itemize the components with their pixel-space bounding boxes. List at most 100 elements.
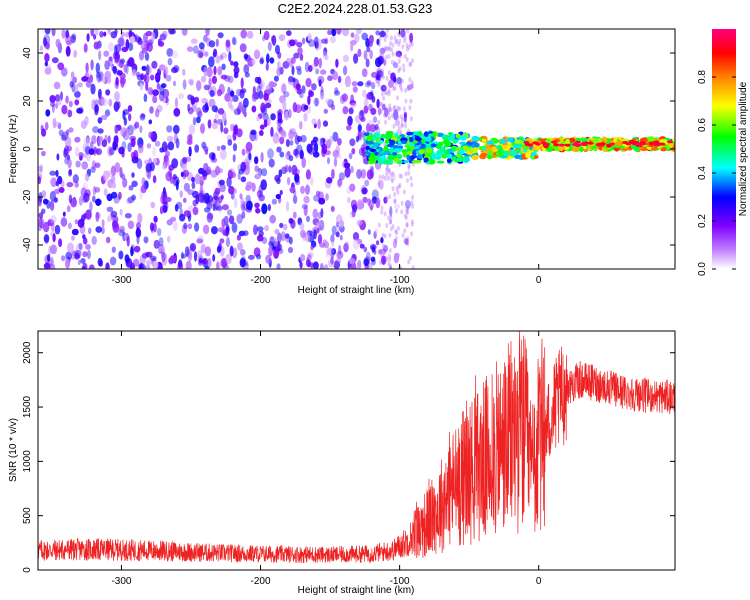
spectrogram-cell [47,64,52,71]
spectrogram-cell [334,225,341,232]
spectrogram-cell [292,211,297,219]
spectrogram-cell [534,142,541,146]
spectrogram-cell [320,38,328,44]
spectrogram-cell [282,223,288,231]
spectrogram-cell [265,62,269,71]
spectrogram-cell [335,221,340,228]
spectrogram-cell [363,105,369,114]
spectrogram-cell [273,75,279,82]
spectrogram-cell [352,86,358,93]
spectrogram-cell [282,61,290,69]
spectrogram-cell [109,147,115,156]
spectrogram-cell [276,232,282,244]
spectrogram-cell [305,169,311,180]
spectrogram-cell [269,214,277,224]
spectrogram-cell [430,143,437,148]
spectrogram-cell [264,102,272,109]
spectrogram-cell [381,103,386,111]
spectrogram-cell [387,115,391,121]
spectrogram-cell [639,141,646,144]
spectrogram-cell [159,91,165,102]
snr-ytick-label: 2000 [22,341,33,364]
spectrogram-cell [127,142,132,153]
spectrogram-cell [192,199,197,207]
spectrogram-cell [503,150,510,157]
spectrogram-cell [369,165,374,171]
spectrogram-cell [502,145,508,150]
spectrogram-cell [388,103,392,109]
spectrogram-cell [65,29,70,39]
spectrogram-cell [114,80,120,89]
spectrogram-cell [173,65,180,73]
spectrogram-cell [387,167,391,173]
spectrogram-cell [486,140,495,145]
spectrogram-cell [204,148,209,155]
spectrogram-cell [411,265,415,269]
spectrogram-cell [383,211,387,217]
spectrogram-cell [160,194,167,205]
spectrogram-cell [108,98,113,107]
spectrogram-cell [259,124,265,130]
spectrogram-cell [146,260,151,266]
spectrogram-cell [337,75,342,84]
spectrogram-cell [455,147,461,152]
spectrogram-cell [599,142,606,146]
spectrogram-cell [152,95,158,104]
spectrogram-cell [342,106,349,115]
spectrogram-cell [288,129,295,140]
spectrogram-cell [113,44,118,56]
spectrogram-cell [41,190,47,198]
spectrogram-cell [91,160,96,170]
spectrogram-cell [146,173,151,180]
spectrogram-cell [399,114,403,120]
spectrogram-cell [273,248,279,259]
spectrogram-cell [51,221,55,232]
spectrogram-cell [192,117,197,126]
spectrogram-cell [113,101,120,112]
spectrogram-cell [406,205,410,211]
spectrogram-cell [574,140,581,144]
spectrogram-cell [307,95,311,105]
spectrogram-cell [410,80,414,86]
spectrogram-cell [303,195,310,204]
spectrogram-cell [378,249,382,255]
spectrogram-cell [326,157,331,165]
spectrogram-cell [128,42,134,51]
spectrogram-cell [381,74,385,80]
spectrogram-cell [256,234,264,242]
spectrogram-cell [277,112,283,123]
spectrogram-cell [276,263,281,269]
spectrogram-cell [205,29,210,37]
spectrogram-cell [49,101,56,108]
spectrogram-cell [380,209,384,215]
spectrogram-cell [181,163,188,172]
spectrogram-cell [74,91,81,98]
spectrogram-cell [387,53,391,59]
spectrogram-cell [116,70,123,76]
spectrogram-cell [387,79,394,89]
spectrogram-cell [107,170,114,178]
spectrogram-cell [243,53,249,60]
spectrogram-cell [206,166,212,174]
spectrogram-cell [403,160,409,164]
spectrogram-cell [191,181,196,190]
spectrogram-cell [357,259,362,269]
spectrogram-cell [77,82,83,88]
spectrogram-cell [196,116,201,124]
spectrogram-cell [82,251,88,258]
spectrogram-cell [406,84,414,90]
spectrogram-cell [141,177,146,187]
spectrogram-cell [292,77,296,83]
spectrogram-cell [200,76,207,83]
spectrogram-cell [266,117,271,126]
spectrogram-cell [392,62,399,69]
spectrogram-cell [403,111,408,118]
colorbar-tick-label: 0.6 [697,118,708,132]
spectrogram-cell [411,58,414,64]
spectrogram-cell [101,139,108,148]
spectrogram-cell [106,193,113,202]
spectrogram-cell [299,261,303,269]
spectrogram-cell [152,89,160,96]
spectrogram-cell [400,87,404,92]
spectrogram-cell [299,149,304,160]
